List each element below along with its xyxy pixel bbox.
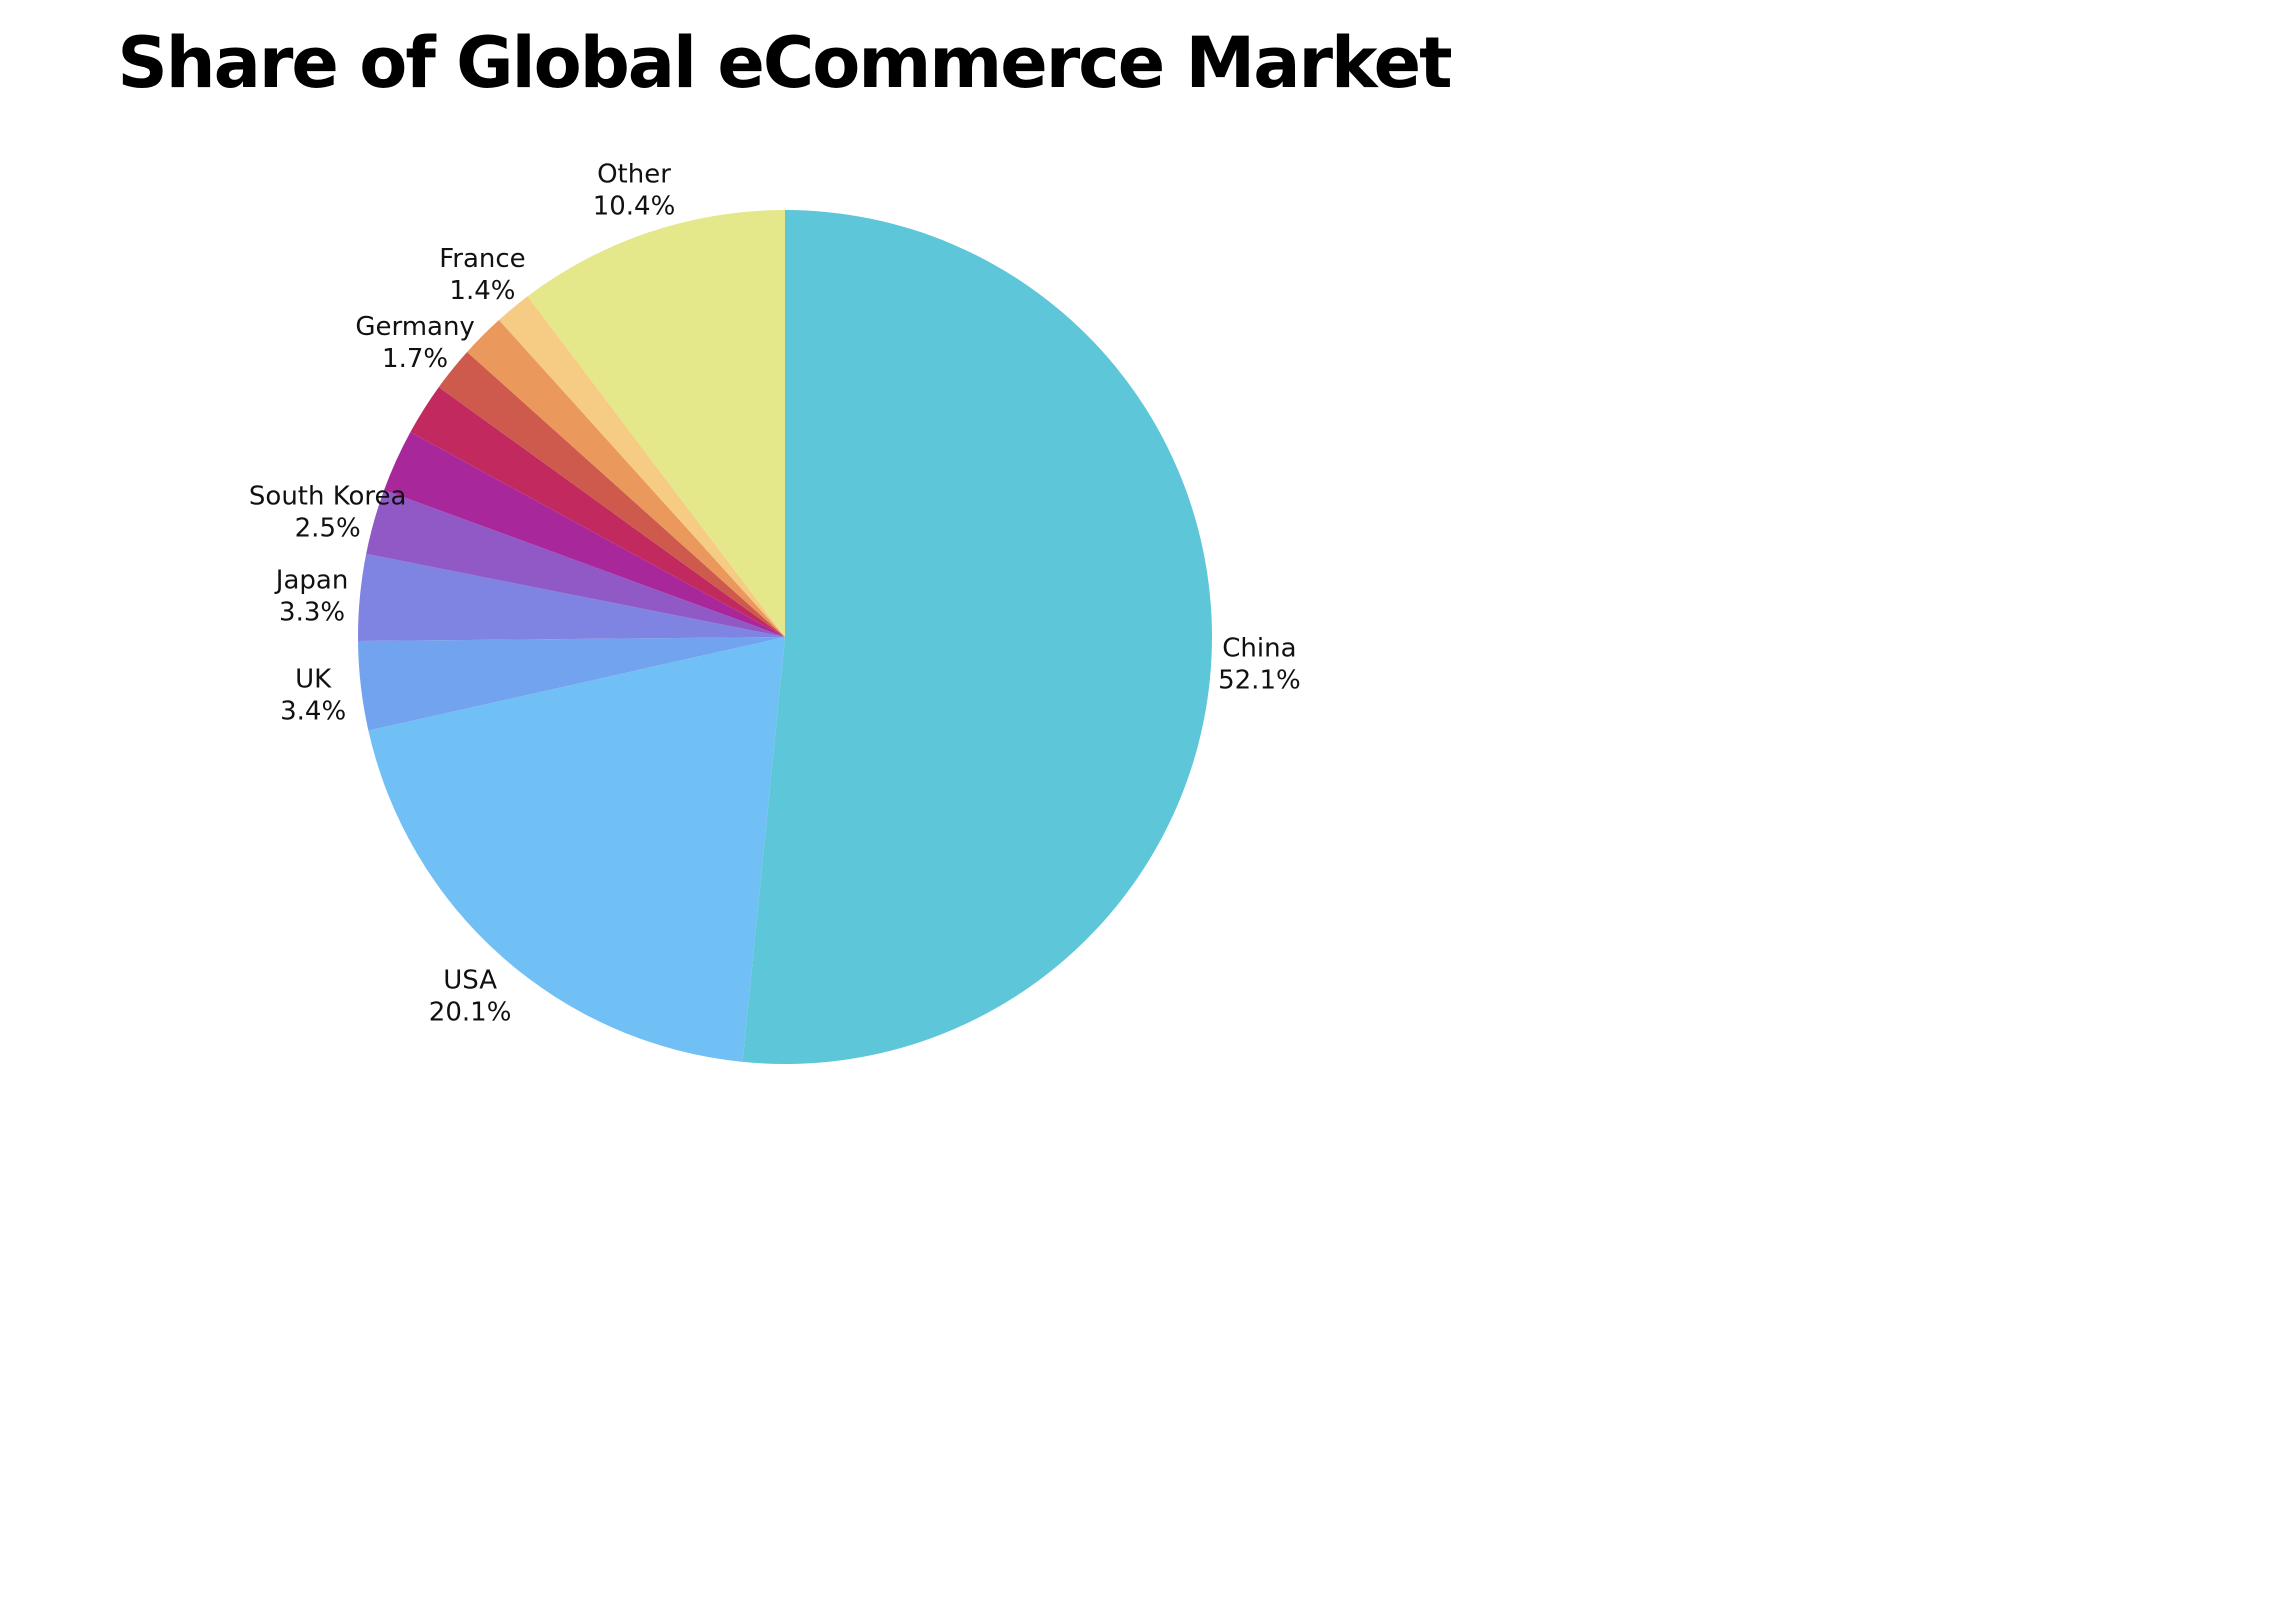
pie-slice-unlabeled-8 (467, 319, 785, 637)
slice-label-usa: USA 20.1% (429, 966, 512, 1028)
pie-slice-usa (368, 637, 785, 1062)
slice-label-value: 3.3% (279, 598, 345, 628)
slice-label-name: Other (597, 160, 671, 190)
pie-slices (358, 210, 1213, 1064)
slice-label-germany: Germany 1.7% (355, 312, 475, 374)
slice-label-name: Japan (274, 566, 349, 596)
pie-slice-japan (358, 553, 785, 641)
pie-slice-uk (358, 637, 785, 731)
slice-label-south-korea: South Korea 2.5% (249, 482, 407, 544)
pie-slice-china (742, 210, 1213, 1064)
slice-label-other: Other 10.4% (593, 160, 676, 222)
slice-label-name: Germany (355, 312, 475, 342)
slice-label-france: France 1.4% (439, 244, 525, 306)
slice-label-name: USA (443, 966, 497, 996)
slice-label-value: 1.7% (382, 344, 448, 374)
pie-slice-unlabeled-5 (384, 431, 785, 637)
pie-slice-france (498, 296, 785, 637)
slice-label-name: South Korea (249, 482, 407, 512)
slice-label-value: 10.4% (593, 192, 676, 222)
slice-label-china: China 52.1% (1218, 634, 1301, 696)
slice-label-value: 52.1% (1218, 666, 1301, 696)
slice-label-name: UK (295, 665, 332, 695)
pie-slice-germany (438, 351, 785, 637)
slice-label-value: 2.5% (295, 514, 361, 544)
slice-label-japan: Japan 3.3% (274, 566, 349, 628)
slice-label-value: 20.1% (429, 998, 512, 1028)
slice-label-value: 3.4% (280, 697, 346, 727)
pie-labels: China 52.1% USA 20.1% UK 3.4% Japan 3.3% South K… (249, 160, 1301, 1028)
pie-slice-south-korea (366, 489, 785, 637)
slice-label-uk: UK 3.4% (280, 665, 346, 727)
pie-slice-unlabeled-6 (410, 387, 785, 637)
pie-slice-other (527, 210, 785, 637)
slice-label-value: 1.4% (449, 276, 515, 306)
chart-title: Share of Global eCommerce Market (117, 22, 1452, 104)
pie-chart: China 52.1% USA 20.1% UK 3.4% Japan 3.3% South K… (249, 160, 1301, 1064)
slice-label-name: France (439, 244, 525, 274)
slice-label-name: China (1222, 634, 1296, 664)
